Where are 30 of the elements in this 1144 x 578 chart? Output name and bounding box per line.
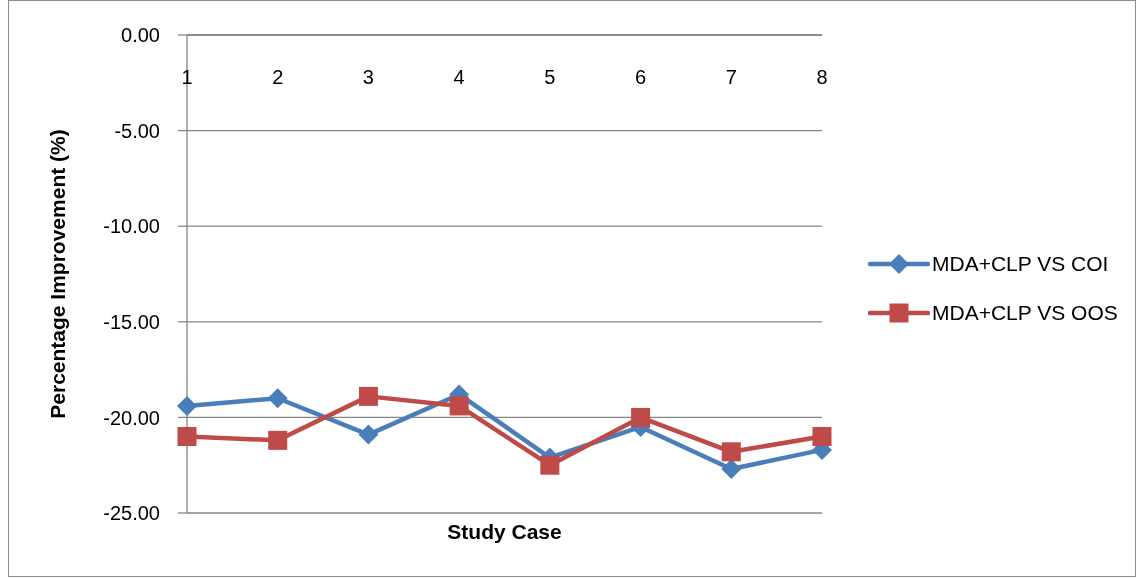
point <box>540 455 560 475</box>
y-tick-label: 0.00 <box>121 24 160 47</box>
x-tick-label: 8 <box>816 66 828 88</box>
x-tick-label: 2 <box>272 66 284 88</box>
y-tick-label: -20.00 <box>103 406 160 429</box>
x-tick-label: 1 <box>181 66 193 88</box>
legend-label: MDA+CLP VS COI <box>932 252 1109 276</box>
point <box>358 386 378 406</box>
point <box>631 407 651 427</box>
y-tick-label: -5.00 <box>114 119 160 142</box>
point <box>358 424 379 445</box>
point <box>268 430 288 450</box>
legend-label: MDA+CLP VS OOS <box>932 301 1118 325</box>
point <box>812 427 832 447</box>
x-tick-label: 6 <box>635 66 647 88</box>
point <box>449 396 469 416</box>
point <box>721 459 742 480</box>
y-tick-label: -15.00 <box>103 310 160 333</box>
y-tick-label: -25.00 <box>103 502 160 525</box>
y-tick-label: -10.00 <box>103 215 160 238</box>
x-axis-title: Study Case <box>446 520 563 544</box>
point <box>721 442 741 462</box>
x-tick-label: 4 <box>453 66 465 88</box>
point <box>267 388 288 409</box>
point <box>177 395 197 416</box>
point <box>177 427 197 447</box>
x-tick-label: 7 <box>725 66 737 88</box>
x-tick-label: 5 <box>544 66 556 88</box>
y-axis-title: Percentage Improvement (%) <box>46 129 70 419</box>
x-tick-label: 3 <box>362 66 374 88</box>
